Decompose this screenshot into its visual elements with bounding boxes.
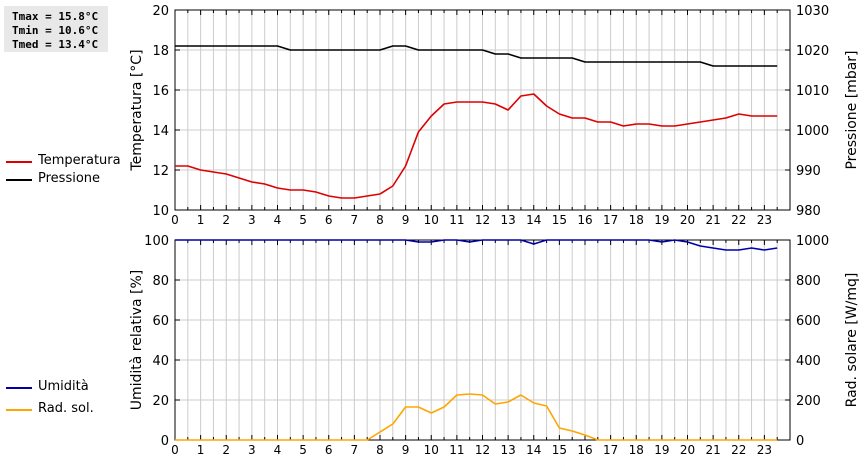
series-line-temperatura	[175, 93, 778, 199]
temp-x-tick-label: 14	[526, 213, 541, 227]
hum-ylabel: Umidità relativa [%]	[129, 270, 145, 411]
hum-x-tick-label: 3	[248, 443, 256, 457]
temp-x-tick-label: 21	[705, 213, 720, 227]
temp-x-tick-label: 11	[449, 213, 464, 227]
temp-x-tick-label: 15	[552, 213, 567, 227]
summary-box: Tmax = 15.8°C Tmin = 10.6°C Tmed = 13.4°…	[4, 6, 108, 52]
hum-x-tick-label: 5	[299, 443, 307, 457]
hum-y2-tick-label: 0	[796, 434, 804, 449]
temp-y2label: Pressione [mbar]	[844, 50, 860, 169]
temp-x-tick-label: 7	[351, 213, 359, 227]
temp-x-tick-label: 13	[500, 213, 515, 227]
hum-y2-tick-label: 800	[796, 274, 821, 289]
temp-y2-tick-label: 1000	[796, 124, 829, 139]
hum-x-tick-label: 22	[731, 443, 746, 457]
temp-y-tick-label: 18	[152, 44, 169, 59]
legend-swatch-radsol	[6, 409, 32, 411]
temp-x-tick-label: 18	[629, 213, 644, 227]
temp-ylabel: Temperatura [°C]	[129, 49, 145, 171]
hum-x-tick-label: 16	[577, 443, 592, 457]
hum-x-tick-label: 17	[603, 443, 618, 457]
hum-x-tick-label: 23	[757, 443, 772, 457]
hum-x-tick-label: 12	[475, 443, 490, 457]
temp-x-tick-label: 22	[731, 213, 746, 227]
series-line-umidit	[175, 239, 778, 251]
hum-y-tick-label: 0	[161, 434, 169, 449]
temp-y-tick-label: 16	[152, 84, 169, 99]
hum-x-tick-label: 6	[325, 443, 333, 457]
legend-swatch-temperatura	[6, 161, 32, 163]
hum-x-tick-label: 20	[680, 443, 695, 457]
series-line-pressione	[175, 45, 778, 67]
temp-y2-tick-label: 1030	[796, 4, 829, 19]
temp-x-tick-label: 23	[757, 213, 772, 227]
hum-y2-tick-label: 400	[796, 354, 821, 369]
temp-y-tick-label: 12	[152, 164, 169, 179]
tmin-label: Tmin = 10.6°C	[12, 24, 99, 37]
hum-y2label: Rad. solare [W/mq]	[844, 273, 860, 408]
temp-y-tick-label: 10	[152, 204, 169, 219]
temp-y2-tick-label: 980	[796, 204, 821, 219]
hum-y-tick-label: 100	[144, 234, 169, 249]
tmax-label: Tmax = 15.8°C	[12, 10, 99, 23]
hum-x-tick-label: 10	[424, 443, 439, 457]
temp-x-tick-label: 6	[325, 213, 333, 227]
hum-x-tick-label: 9	[402, 443, 410, 457]
series-line-rad-sol	[175, 393, 778, 441]
hum-x-tick-label: 7	[351, 443, 359, 457]
temp-y2-tick-label: 1020	[796, 44, 829, 59]
hum-x-tick-label: 14	[526, 443, 541, 457]
hum-y-tick-label: 40	[152, 354, 169, 369]
hum-x-tick-label: 13	[500, 443, 515, 457]
temp-x-tick-label: 12	[475, 213, 490, 227]
hum-x-tick-label: 1	[197, 443, 205, 457]
legend-label-pressione: Pressione	[38, 171, 101, 186]
hum-y2-tick-label: 600	[796, 314, 821, 329]
temp-x-tick-label: 9	[402, 213, 410, 227]
temp-x-tick-label: 8	[376, 213, 384, 227]
hum-y2-tick-label: 1000	[796, 234, 829, 249]
hum-y-tick-label: 80	[152, 274, 169, 289]
temp-x-tick-label: 10	[424, 213, 439, 227]
hum-x-tick-label: 18	[629, 443, 644, 457]
temp-x-tick-label: 20	[680, 213, 695, 227]
legend-label-radsol: Rad. sol.	[38, 401, 94, 416]
hum-x-tick-label: 8	[376, 443, 384, 457]
hum-x-tick-label: 15	[552, 443, 567, 457]
temp-x-tick-label: 3	[248, 213, 256, 227]
temp-x-tick-label: 4	[274, 213, 282, 227]
hum-x-tick-label: 0	[171, 443, 179, 457]
temp-x-tick-label: 5	[299, 213, 307, 227]
hum-y-tick-label: 60	[152, 314, 169, 329]
temp-x-tick-label: 0	[171, 213, 179, 227]
hum-x-tick-label: 4	[274, 443, 282, 457]
hum-x-tick-label: 21	[705, 443, 720, 457]
temp-y2-tick-label: 1010	[796, 84, 829, 99]
temp-x-tick-label: 1	[197, 213, 205, 227]
legend-swatch-umidita	[6, 387, 32, 389]
temp-x-tick-label: 16	[577, 213, 592, 227]
hum-x-tick-label: 2	[222, 443, 230, 457]
legend-label-umidita: Umidità	[38, 379, 89, 394]
temp-x-tick-label: 19	[654, 213, 669, 227]
temp-y-tick-label: 20	[152, 4, 169, 19]
hum-x-tick-label: 19	[654, 443, 669, 457]
temp-x-tick-label: 17	[603, 213, 618, 227]
tmed-label: Tmed = 13.4°C	[12, 38, 99, 51]
temp-y2-tick-label: 990	[796, 164, 821, 179]
hum-y2-tick-label: 200	[796, 394, 821, 409]
hum-x-tick-label: 11	[449, 443, 464, 457]
legend-label-temperatura: Temperatura	[38, 153, 121, 168]
hum-y-tick-label: 20	[152, 394, 169, 409]
temp-y-tick-label: 14	[152, 124, 169, 139]
temp-x-tick-label: 2	[222, 213, 230, 227]
legend-swatch-pressione	[6, 179, 32, 181]
